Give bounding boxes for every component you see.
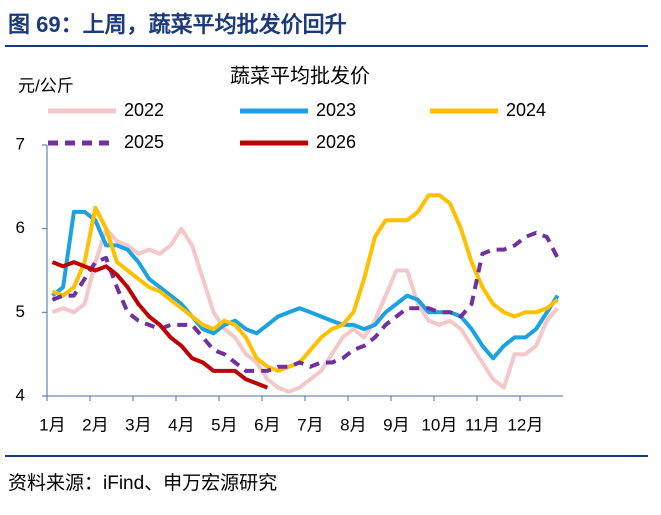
series-line <box>51 193 559 373</box>
y-tick-label: 5 <box>16 302 25 321</box>
y-axis-label: 元/公斤 <box>18 76 74 95</box>
legend-label: 2025 <box>124 132 164 152</box>
x-tick-label: 1月 <box>39 415 65 434</box>
series-line <box>51 226 560 394</box>
legend-label: 2022 <box>124 100 164 120</box>
x-tick-label: 7月 <box>297 415 323 434</box>
legend-label: 2026 <box>316 132 356 152</box>
legend-label: 2024 <box>506 100 546 120</box>
x-tick-label: 4月 <box>168 415 194 434</box>
chart-title: 蔬菜平均批发价 <box>230 64 370 87</box>
x-tick-label: 6月 <box>254 415 280 434</box>
series-line <box>51 209 560 361</box>
x-tick-label: 10月 <box>421 415 457 434</box>
x-tick-label: 12月 <box>507 415 543 434</box>
series-line <box>51 260 269 390</box>
x-tick-label: 3月 <box>125 415 151 434</box>
x-tick-label: 9月 <box>383 415 409 434</box>
y-tick-label: 7 <box>16 134 25 153</box>
legend-label: 2023 <box>316 100 356 120</box>
x-tick-label: 5月 <box>211 415 237 434</box>
y-tick-label: 6 <box>16 218 25 237</box>
x-tick-label: 11月 <box>465 415 500 434</box>
source: 资料来源：iFind、申万宏源研究 <box>8 472 277 494</box>
y-tick-label: 4 <box>16 385 25 404</box>
x-tick-label: 2月 <box>82 415 108 434</box>
x-tick-label: 8月 <box>340 415 366 434</box>
series-line <box>51 230 560 373</box>
figure-title: 图 69：上周，蔬菜平均批发价回升 <box>8 12 347 37</box>
